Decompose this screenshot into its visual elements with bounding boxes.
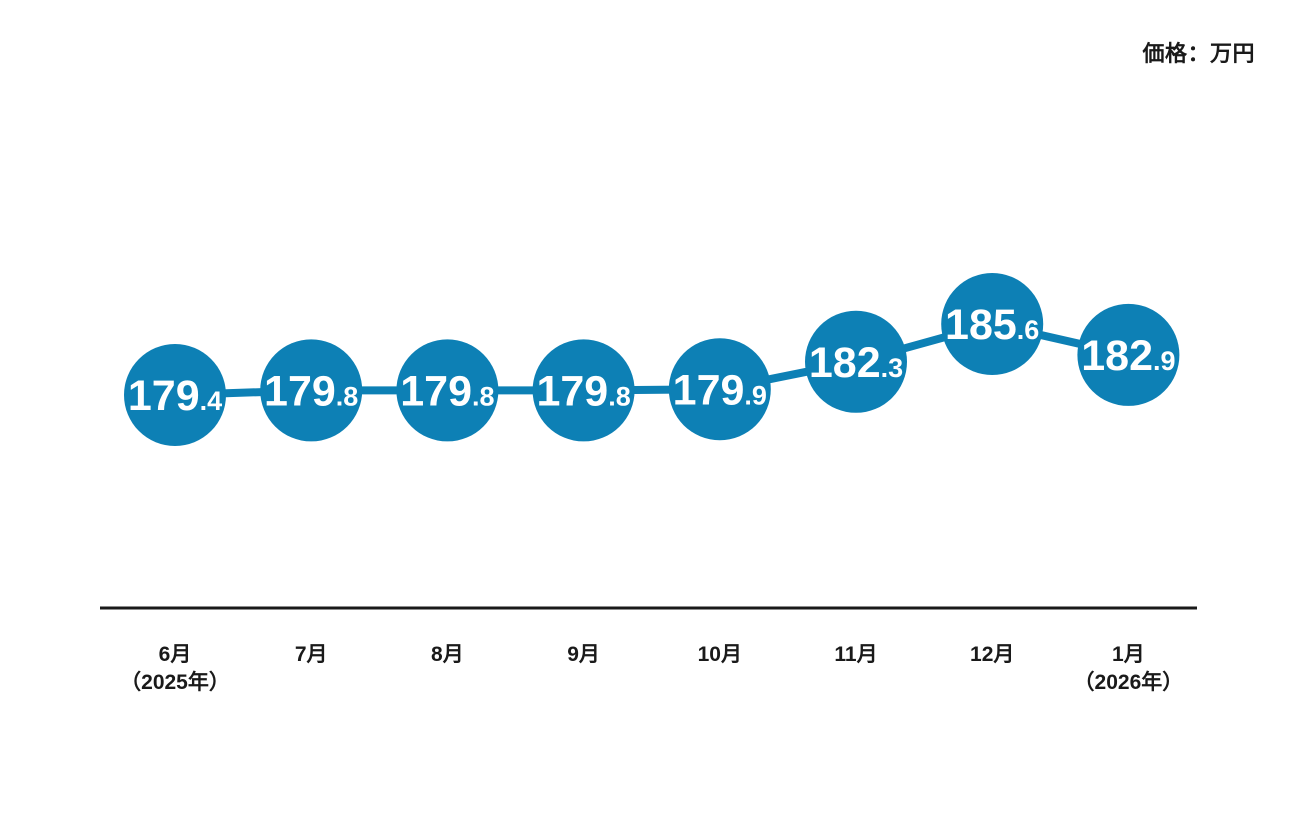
data-point-circle: [1077, 303, 1180, 406]
data-point: 185.6: [941, 273, 1044, 376]
data-point-value: 179.8: [264, 367, 358, 415]
data-point-value: 185.6: [945, 301, 1039, 349]
data-point-value: 179.9: [673, 366, 767, 414]
data-point-circle: [532, 339, 635, 442]
x-axis-label: 11月: [834, 643, 877, 666]
x-axis-year-label: （2026年）: [1074, 670, 1184, 694]
data-point-value: 182.9: [1081, 332, 1175, 380]
x-axis-year-label: （2025年）: [120, 670, 230, 694]
data-point-value: 182.3: [809, 339, 903, 387]
data-point-circle: [124, 344, 226, 446]
x-axis-label: 7月: [295, 643, 328, 666]
x-axis-label: 10月: [698, 643, 742, 666]
data-point-circle: [941, 273, 1044, 376]
data-point-value: 179.8: [536, 367, 630, 415]
data-point-value: 179.4: [128, 372, 222, 420]
data-point: 182.9: [1077, 303, 1180, 406]
data-point-circle: [260, 339, 363, 442]
data-point-circle: [396, 339, 499, 442]
x-axis-label: 8月: [431, 643, 464, 666]
data-point: 179.8: [396, 339, 499, 442]
x-axis-label: 1月: [1112, 643, 1145, 666]
data-point-circle: [805, 310, 907, 413]
x-axis-label: 6月: [159, 643, 192, 666]
data-point: 179.4: [124, 344, 226, 446]
data-point-value: 179.8: [400, 367, 494, 415]
data-point: 179.8: [260, 339, 363, 442]
x-axis-label: 12月: [970, 643, 1014, 666]
price-unit-label: 価格：万円: [1142, 41, 1255, 66]
x-axis-label: 9月: [567, 643, 600, 666]
data-point: 179.9: [668, 338, 771, 441]
data-point-circle: [668, 338, 771, 441]
data-point: 179.8: [532, 339, 635, 442]
data-point: 182.3: [805, 310, 907, 413]
